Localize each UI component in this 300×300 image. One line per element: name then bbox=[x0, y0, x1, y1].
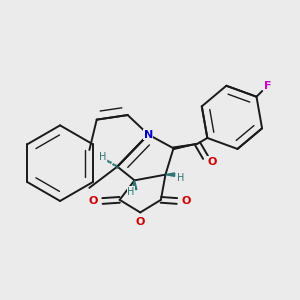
Polygon shape bbox=[132, 180, 137, 190]
Text: H: H bbox=[99, 152, 106, 162]
Text: H: H bbox=[177, 173, 184, 183]
Text: O: O bbox=[182, 196, 191, 206]
Text: O: O bbox=[136, 217, 145, 226]
Text: O: O bbox=[208, 157, 217, 167]
Polygon shape bbox=[173, 144, 197, 149]
Text: O: O bbox=[88, 196, 98, 206]
Text: H: H bbox=[128, 187, 135, 197]
Text: F: F bbox=[264, 81, 272, 92]
Polygon shape bbox=[166, 173, 175, 176]
Text: N: N bbox=[144, 130, 153, 140]
